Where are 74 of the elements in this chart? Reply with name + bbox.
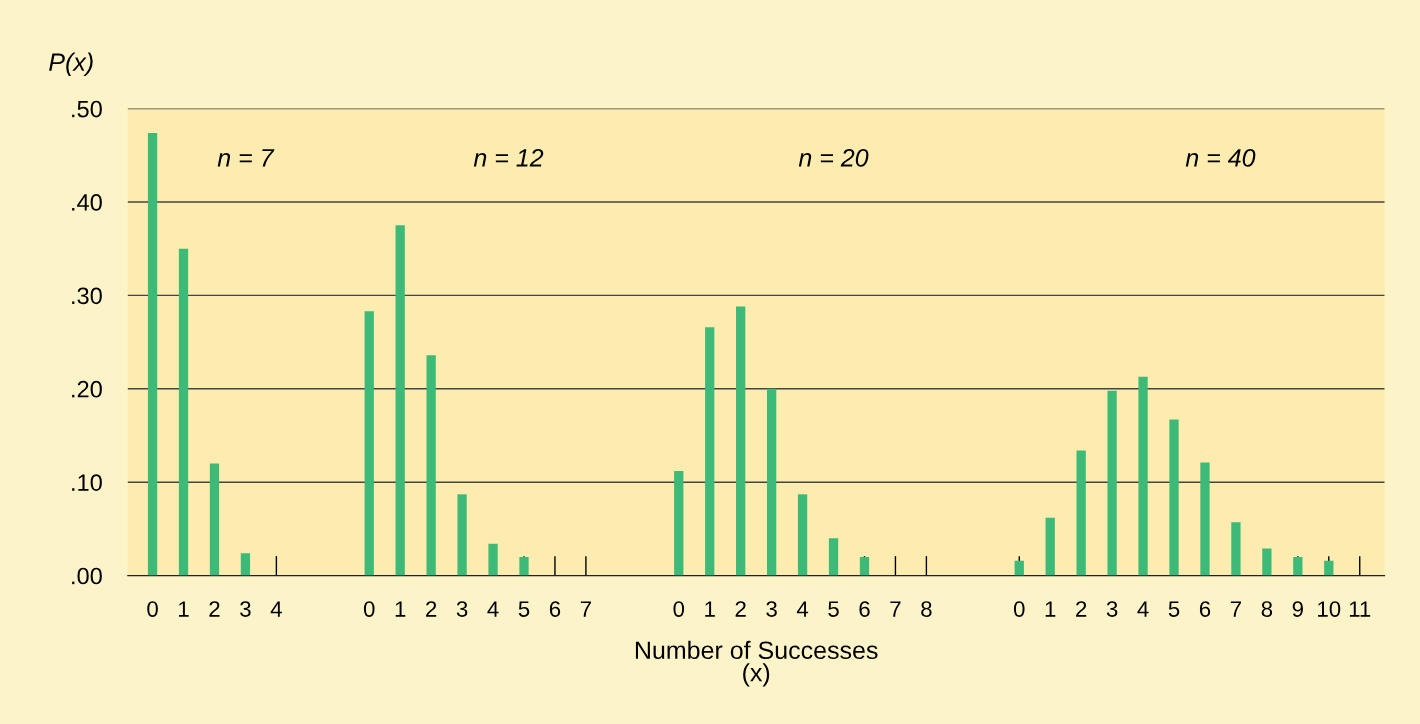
- x-axis-title: Number of Successes (x): [635, 640, 878, 687]
- bar: [364, 311, 374, 576]
- x-tick-label: 0: [673, 601, 685, 617]
- bar: [1262, 548, 1272, 576]
- bar: [797, 494, 808, 576]
- x-tick-label: 0: [363, 601, 375, 617]
- annotation: n = 12: [473, 148, 544, 167]
- bar: [1200, 462, 1210, 576]
- x-tick-label: 10: [1318, 601, 1341, 617]
- bar: [426, 355, 436, 576]
- x-tick-label: 6: [859, 601, 870, 617]
- y-tick-label: .00: [72, 567, 102, 585]
- x-tick-label: 5: [1168, 601, 1180, 617]
- x-tick-label: 2: [735, 601, 746, 617]
- bar: [1014, 560, 1024, 576]
- bar: [147, 132, 158, 576]
- bar: [1169, 419, 1179, 576]
- x-tick-label: 4: [270, 601, 282, 617]
- bar: [240, 553, 251, 576]
- x-tick-label: 4: [487, 601, 499, 617]
- bar: [1231, 522, 1241, 576]
- x-tick-label: 7: [580, 601, 591, 617]
- bar: [488, 543, 498, 576]
- x-tick-label: 5: [828, 601, 839, 617]
- x-tick-label: 0: [147, 601, 158, 617]
- bar: [736, 306, 746, 576]
- y-tick-label: .40: [72, 194, 102, 211]
- annotation: n = 7: [217, 149, 275, 167]
- x-tick-label: 2: [1076, 601, 1087, 617]
- bar: [1138, 376, 1148, 576]
- bar: [1107, 390, 1117, 576]
- x-tick-label: 4: [1137, 601, 1149, 617]
- x-tick-label: 9: [1292, 601, 1303, 617]
- x-tick-label: 1: [705, 601, 715, 617]
- x-tick-label: 3: [1106, 601, 1118, 617]
- annotation: n = 40: [1185, 148, 1256, 167]
- x-tick-label: 8: [1261, 601, 1273, 617]
- x-tick-label: 1: [179, 601, 189, 617]
- bar: [705, 327, 715, 576]
- x-tick-label: 3: [456, 601, 468, 617]
- x-tick-label: 4: [796, 601, 809, 617]
- y-tick-label: .50: [72, 100, 102, 118]
- x-tick-label: 6: [1199, 601, 1211, 617]
- x-tick-label: 8: [921, 601, 932, 617]
- bar: [1076, 450, 1086, 576]
- bar: [766, 388, 777, 576]
- y-axis-title: P(x): [49, 52, 93, 76]
- x-tick-label: 3: [240, 601, 251, 617]
- bar: [1045, 517, 1055, 576]
- x-tick-label: 2: [426, 601, 437, 617]
- bar: [828, 538, 839, 576]
- x-tick-label: 11: [1349, 601, 1371, 617]
- bar: [1293, 556, 1303, 576]
- x-tick-label: 6: [549, 601, 561, 617]
- y-tick-label: .20: [72, 380, 102, 398]
- x-tick-label: 2: [209, 601, 220, 617]
- y-tick-label: .10: [72, 474, 102, 491]
- bar: [209, 463, 220, 576]
- bar: [674, 470, 684, 576]
- bar: [395, 225, 405, 576]
- x-tick-label: 3: [766, 601, 777, 617]
- x-tick-label: 7: [890, 601, 901, 617]
- x-tick-label: 0: [1013, 601, 1025, 617]
- bar: [1324, 560, 1334, 576]
- annotation: n = 20: [798, 148, 869, 167]
- bar: [519, 556, 529, 576]
- x-tick-label: 1: [395, 601, 406, 617]
- bar: [457, 494, 467, 576]
- bar: [859, 556, 870, 576]
- bar: [178, 248, 189, 576]
- y-tick-label: .30: [72, 287, 102, 305]
- x-tick-label: 1: [1045, 601, 1056, 617]
- x-tick-label: 7: [1230, 601, 1241, 617]
- x-tick-label: 5: [518, 601, 530, 617]
